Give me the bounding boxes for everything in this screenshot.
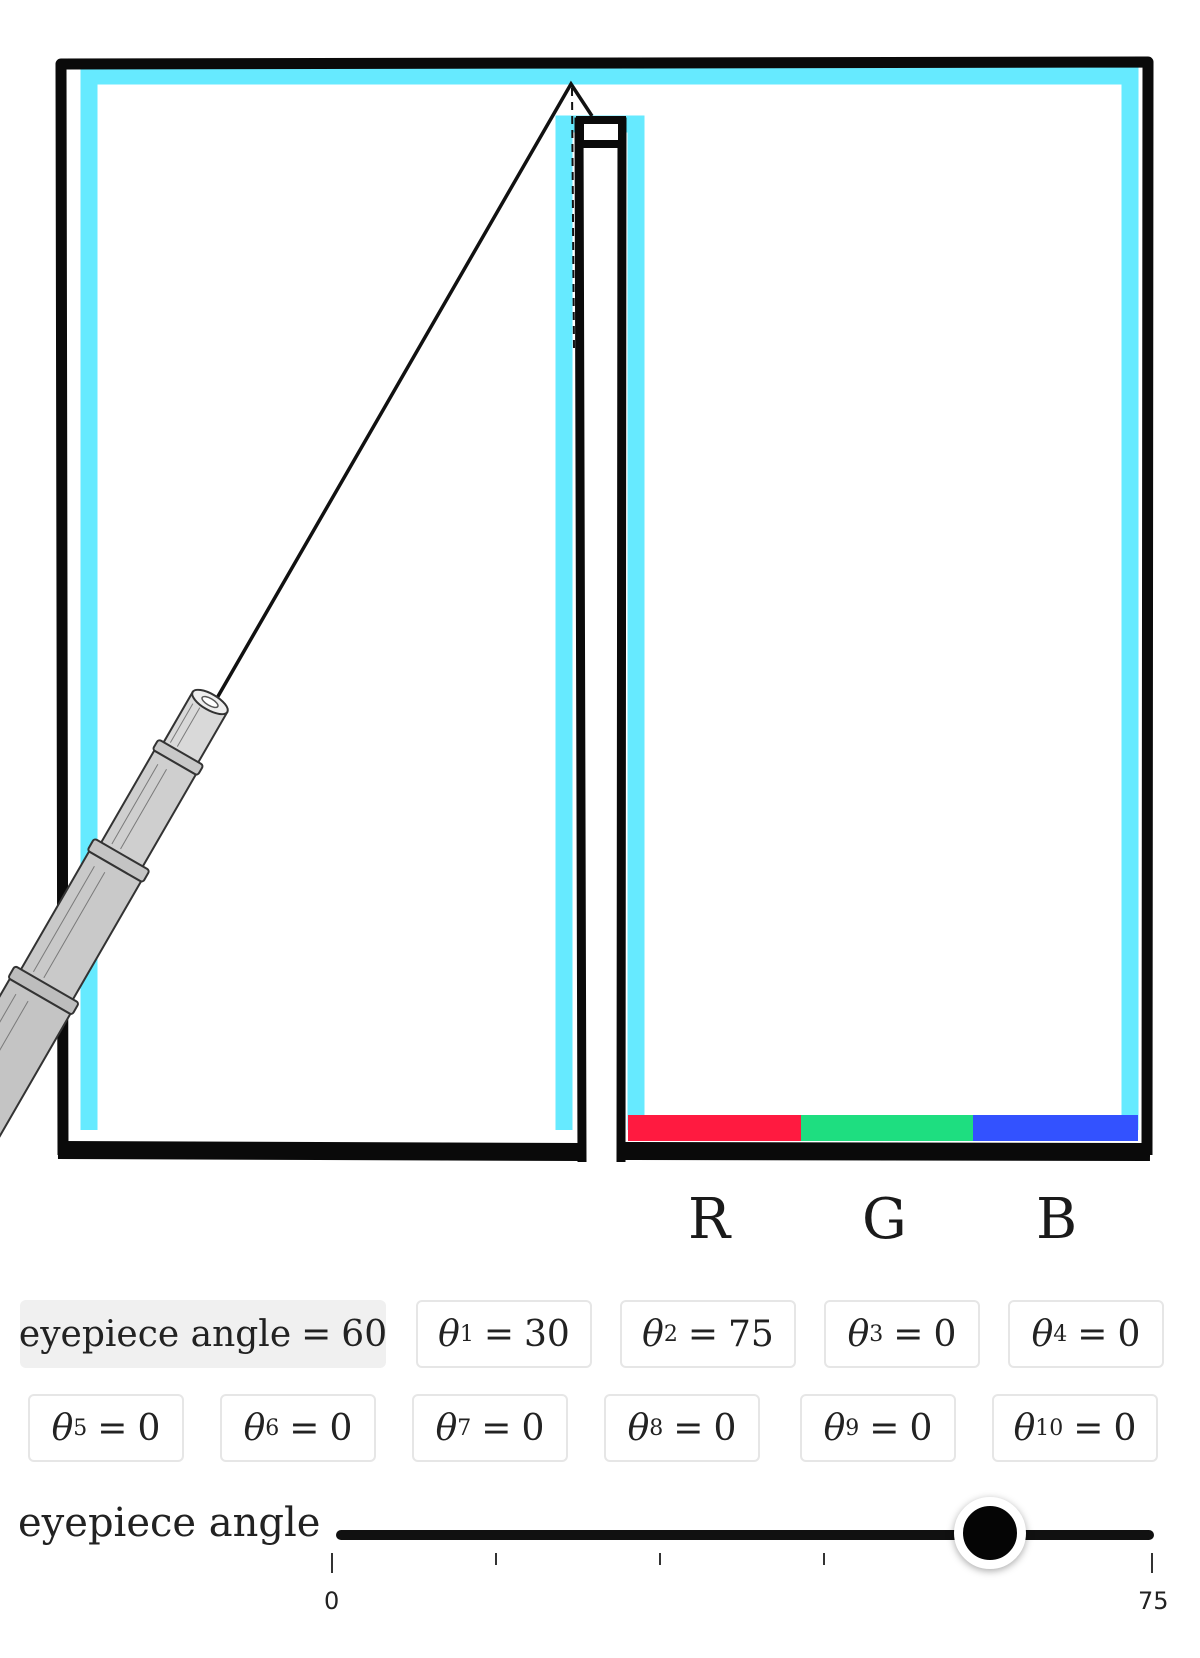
blue-band <box>973 1115 1138 1141</box>
theta-symbol: θ <box>51 1407 74 1449</box>
theta-value: 0 <box>909 1407 933 1449</box>
theta-symbol: θ <box>243 1407 266 1449</box>
channel-label-g: G <box>862 1187 907 1252</box>
equals-sign: = <box>289 1407 320 1449</box>
eyepiece-angle-name: eyepiece angle <box>18 1313 292 1355</box>
equals-sign: = <box>673 1407 704 1449</box>
equals-sign: = <box>481 1407 512 1449</box>
equals-sign: = <box>1077 1313 1108 1355</box>
beam-ray <box>211 80 594 706</box>
slider-max-label: 75 <box>1138 1587 1169 1615</box>
theta-subscript: 10 <box>1035 1415 1064 1441</box>
eyepiece-angle-slider-label: eyepiece angle <box>18 1500 321 1546</box>
left-chamber-frame <box>55 56 1154 1156</box>
eyepiece-segment-4 <box>0 977 72 1154</box>
theta-value: 30 <box>524 1313 570 1355</box>
theta-subscript: 1 <box>459 1321 474 1347</box>
red-band <box>628 1115 801 1141</box>
theta-value: 75 <box>728 1313 774 1355</box>
rgb-strip <box>628 1115 1138 1141</box>
eyepiece-angle-slider-thumb[interactable] <box>954 1497 1027 1569</box>
theta-subscript: 4 <box>1053 1321 1068 1347</box>
equals-sign: = <box>687 1313 719 1355</box>
theta-subscript: 3 <box>869 1321 884 1347</box>
eyepiece-lens-center <box>201 695 219 709</box>
slider-tick <box>1151 1553 1153 1573</box>
equals-sign: = <box>483 1313 515 1355</box>
green-band <box>801 1115 973 1141</box>
equals-sign: = <box>97 1407 128 1449</box>
channel-label-r: R <box>688 1187 731 1252</box>
theta-subscript: 2 <box>663 1321 678 1347</box>
theta-symbol: θ <box>823 1407 846 1449</box>
optics-scene <box>0 56 1154 1163</box>
slider-min-label: 0 <box>324 1587 340 1615</box>
eyepiece-angle-button[interactable]: eyepiece angle = 60 <box>18 1300 388 1368</box>
theta-value: 0 <box>1117 1313 1141 1355</box>
theta-symbol: θ <box>438 1313 460 1355</box>
slider-tick <box>495 1553 497 1565</box>
slider-tick <box>331 1553 333 1573</box>
equals-sign: = <box>893 1313 924 1355</box>
prism-cap <box>576 116 626 148</box>
theta-value: 0 <box>137 1407 161 1449</box>
left-chamber-water <box>80 67 1139 1130</box>
theta-subscript: 9 <box>845 1415 860 1441</box>
theta-symbol: θ <box>1031 1313 1054 1355</box>
left-chamber-frame-bottom <box>57 1141 583 1161</box>
channel-label-b: B <box>1036 1187 1078 1252</box>
equals-sign: = <box>1073 1407 1104 1449</box>
slider-tick <box>823 1553 825 1565</box>
slider-tick <box>659 1553 661 1565</box>
theta-symbol: θ <box>627 1407 650 1449</box>
theta-subscript: 5 <box>73 1415 88 1441</box>
theta-symbol: θ <box>435 1407 458 1449</box>
theta-value: 0 <box>521 1407 545 1449</box>
right-chamber-frame-bottom <box>620 1142 1151 1161</box>
theta-symbol: θ <box>847 1313 870 1355</box>
theta-value: 0 <box>933 1313 957 1355</box>
theta-value: 0 <box>1113 1407 1137 1449</box>
theta-subscript: 7 <box>457 1415 472 1441</box>
equals-sign: = <box>869 1407 900 1449</box>
telescope-eyepiece-icon <box>0 688 229 1154</box>
theta-10-button[interactable]: θ 10 = 0 <box>992 1394 1158 1462</box>
light-beam <box>211 80 594 706</box>
theta-symbol: θ <box>1013 1407 1036 1449</box>
left-chamber <box>55 56 1154 1163</box>
eyepiece-angle-value: 60 <box>341 1313 388 1355</box>
theta-symbol: θ <box>642 1313 664 1355</box>
eyepiece-angle-slider-track[interactable] <box>336 1530 1154 1540</box>
theta-subscript: 8 <box>649 1415 664 1441</box>
left-chamber-frame-inner <box>574 117 627 1163</box>
theta-subscript: 6 <box>265 1415 280 1441</box>
theta-value: 0 <box>329 1407 353 1449</box>
beam-dashed-ray <box>571 87 575 351</box>
equals-sign: = <box>301 1313 332 1355</box>
theta-value: 0 <box>713 1407 737 1449</box>
